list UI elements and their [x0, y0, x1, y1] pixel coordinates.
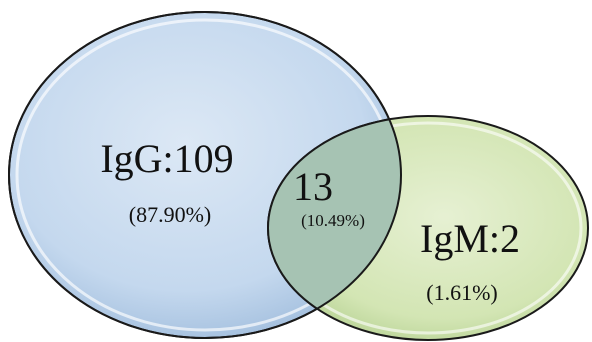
igg-percent-label: (87.90%): [129, 202, 211, 227]
igm-percent-label: (1.61%): [426, 280, 497, 305]
igm-count-label: IgM:2: [420, 216, 520, 261]
intersection-percent-label: (10.49%): [301, 211, 365, 230]
intersection-count-label: 13: [293, 164, 333, 209]
intersection-region: [267, 115, 401, 338]
igg-count-label: IgG:109: [100, 136, 233, 181]
igg-set-outline: [8, 11, 402, 339]
